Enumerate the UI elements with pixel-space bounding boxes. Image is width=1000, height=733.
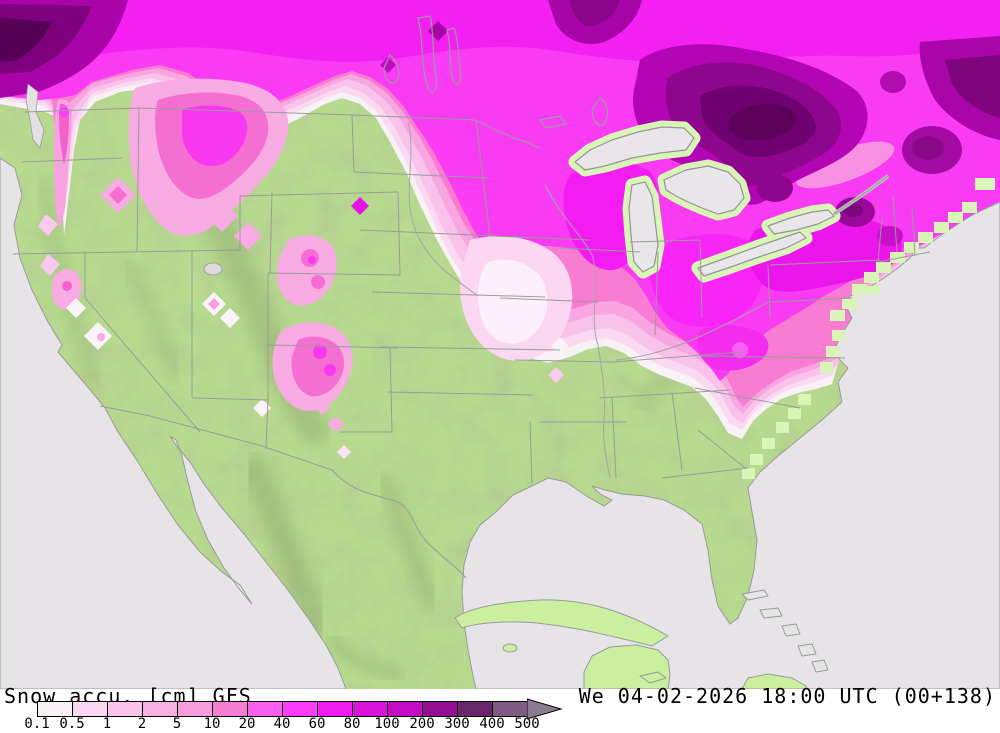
- legend-cell: [387, 701, 422, 717]
- legend-tick-label: 20: [238, 716, 256, 732]
- isle-of-youth: [502, 643, 518, 653]
- legend-tick-label: 0.1: [24, 716, 50, 732]
- legend-cell: [282, 701, 317, 717]
- legend-cell: [177, 701, 212, 717]
- coastal-green-cells: [742, 178, 995, 479]
- legend-cell: [212, 701, 247, 717]
- legend-tick-label: 400: [479, 716, 505, 732]
- cuba: [454, 599, 669, 647]
- legend-cell: [247, 701, 282, 717]
- legend-colorbar: [37, 698, 563, 720]
- mississippi-river: [544, 184, 611, 479]
- canadian-lakes: [383, 15, 609, 129]
- legend-cell: [422, 701, 457, 717]
- legend-tick-label: 10: [203, 716, 221, 732]
- lake-superior: [574, 126, 695, 171]
- legend-tick-label: 40: [273, 716, 291, 732]
- legend-tick-label: 0.5: [59, 716, 85, 732]
- mountain-snow-patches: [38, 78, 569, 459]
- legend-cell: [352, 701, 387, 717]
- hispaniola: [741, 673, 807, 689]
- us-mexico-border: [99, 405, 467, 579]
- borders: [12, 107, 931, 579]
- missouri-river: [407, 121, 479, 297]
- lake-erie: [697, 231, 807, 277]
- legend-tick-label: 1: [102, 716, 112, 732]
- vivid-top-strip: [0, 0, 1000, 63]
- legend-cell: [72, 701, 107, 717]
- islands: [454, 589, 829, 689]
- puget-sound: [25, 83, 45, 149]
- legend-cell: [142, 701, 177, 717]
- lake-huron: [663, 165, 745, 215]
- lake-ontario: [767, 209, 835, 235]
- bahamas-outlines: [741, 589, 829, 673]
- pacific-ocean: [0, 157, 347, 689]
- great-salt-lake: [203, 262, 223, 276]
- rivers: [407, 121, 769, 479]
- snow-map: [0, 0, 1000, 689]
- legend-tick-label: 500: [514, 716, 540, 732]
- legend-overflow-arrow: [527, 698, 563, 720]
- legend-cell: [492, 701, 527, 717]
- legend-tick-label: 200: [409, 716, 435, 732]
- legend-tick-label: 60: [308, 716, 326, 732]
- ohio-river: [615, 301, 769, 361]
- map-datetime: We 04-02-2026 18:00 UTC (00+138): [578, 684, 996, 708]
- legend-tick-label: 300: [444, 716, 470, 732]
- legend-cell: [317, 701, 352, 717]
- legend-tick-labels: 0.1 0.5 1 2 5 10 20 40 60 80 100 200 300 400 500: [24, 716, 597, 732]
- legend-cell: [107, 701, 142, 717]
- legend-tick-label: 2: [137, 716, 147, 732]
- jamaica: [639, 671, 667, 684]
- us-canada-border: [24, 107, 541, 149]
- lake-michigan: [628, 181, 659, 273]
- legend-cell: [37, 701, 72, 717]
- legend-tick-label: 5: [172, 716, 182, 732]
- legend-cell: [457, 701, 492, 717]
- legend-tick-label: 80: [343, 716, 361, 732]
- great-lakes: [25, 83, 890, 283]
- legend-tick-label: 100: [374, 716, 400, 732]
